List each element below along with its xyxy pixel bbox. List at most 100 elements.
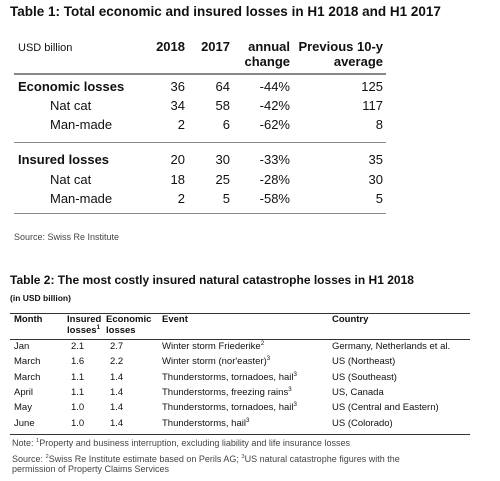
header-cell: Economic losses [106,314,152,336]
table-cell: US (Central and Eastern) [332,402,439,414]
table-cell: 35 [368,152,383,167]
table-cell: 25 [215,172,230,187]
table-cell: 2.1 [71,341,85,352]
text: Thunderstorms, tornadoes, hail [162,371,294,383]
table1-title: Table 1: Total economic and insured loss… [10,4,441,19]
table-cell: 1.0 [71,417,85,429]
table-cell: US (Colorado) [332,417,393,429]
superscript: 3 [241,454,245,460]
rule [10,339,470,340]
table-cell: May [14,402,32,414]
header-cell: Event [162,314,188,325]
text: Swiss Re Institute estimate based on Per… [48,454,242,464]
header-cell: Country [332,314,369,325]
table-cell: April [14,386,34,398]
table-cell: Thunderstorms, tornadoes, hail3 [162,370,327,384]
superscript: 3 [293,370,297,378]
table-cell: 1.1 [71,386,85,398]
table-cell: US (Northeast) [332,356,396,368]
table-cell: 1.4 [110,402,124,414]
text: Winter storm Friederike [162,341,261,352]
table1-source: Source: Swiss Re Institute [14,232,120,242]
text: Property and business interruption, excl… [39,438,350,448]
superscript: 2 [260,339,265,347]
header-cell: 2017 [201,39,230,54]
table-cell: 6 [222,117,230,132]
text: Winter storm (nor'easter) [162,356,267,368]
header-cell: Month [14,314,43,325]
table-cell: Thunderstorms, tornadoes, hail3 [162,401,327,414]
table-cell: -28% [259,172,290,187]
table-cell: 2 [177,191,185,206]
header-cell: Previous 10-y average [298,39,383,69]
rule [14,213,386,214]
table-cell: 1.4 [110,371,124,383]
table-cell: -44% [259,79,290,94]
table-cell: -58% [259,191,290,206]
table-cell: 34 [170,98,185,113]
table-cell: Germany, Netherlands et al. [332,341,451,352]
text: Thunderstorms, hail [162,417,246,429]
table-cell: 1.0 [71,402,85,414]
rule [10,313,470,314]
table-cell: 30 [368,172,383,187]
table-cell: US (Southeast) [332,371,397,383]
table-cell: 1.6 [71,356,85,368]
text: US natural catastrophe figures with the … [12,454,400,475]
text: Thunderstorms, freezing rains [162,386,289,398]
table-cell: March [14,371,41,383]
table-cell: Man-made [50,117,113,132]
table-cell: 58 [215,98,230,113]
table-cell: Insured losses [18,152,110,167]
header-cell: Insured losses1 [67,314,105,337]
table-cell: Economic losses [18,79,125,94]
table-cell: 2.7 [110,341,124,352]
table-cell: US, Canada [332,386,384,398]
rule [10,434,470,435]
superscript: 3 [245,416,250,424]
table-cell: 1.1 [71,371,85,383]
table-cell: June [14,417,35,429]
text: Insured losses [67,314,102,336]
superscript: 2 [45,454,49,460]
table-cell: March [14,356,41,368]
table-cell: Nat cat [50,172,92,187]
superscript: 3 [266,355,271,363]
text: Note: [12,438,37,448]
table-cell: -42% [259,98,290,113]
rule [14,73,386,75]
table-cell: Winter storm Friederike2 [162,339,327,353]
table-cell: 64 [215,79,230,94]
superscript: 3 [293,401,297,409]
table-cell: 36 [170,79,185,94]
table-cell: Nat cat [50,98,92,113]
table-cell: -33% [259,152,290,167]
table-cell: 5 [222,191,230,206]
table-cell: 8 [375,117,383,132]
table-cell: 117 [362,98,383,113]
table2-subtitle: (in USD billion) [10,293,71,303]
source: Source: 2Swiss Re Institute estimate bas… [12,454,432,475]
table-cell: Thunderstorms, freezing rains3 [162,386,327,399]
table-cell: Thunderstorms, hail3 [162,416,327,430]
table-cell: 20 [170,152,185,167]
table-cell: 18 [170,172,185,187]
table-cell: 2.2 [110,356,124,368]
note: Note: 1Property and business interruptio… [12,438,482,448]
table-cell: 2 [177,117,185,132]
table2-title: Table 2: The most costly insured natural… [10,273,414,287]
table-cell: 5 [375,191,383,206]
table-cell: 1.4 [110,417,124,429]
table-cell: Jan [14,341,30,352]
rule [14,142,386,143]
table-cell: Man-made [50,191,113,206]
text: Source: [12,454,46,464]
header-cell: USD billion [18,42,73,54]
header-cell: 2018 [156,39,185,54]
table-cell: -62% [259,117,290,132]
table-cell: 1.4 [110,386,124,398]
header-cell: annual change [244,39,290,69]
superscript: 1 [96,323,101,331]
table-cell: 30 [215,152,230,167]
